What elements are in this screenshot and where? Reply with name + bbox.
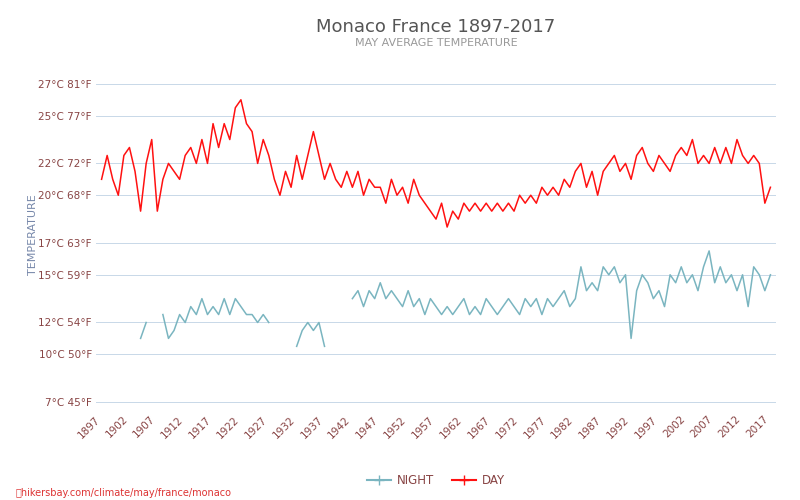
Y-axis label: TEMPERATURE: TEMPERATURE [28,194,38,276]
Title: Monaco France 1897-2017: Monaco France 1897-2017 [316,18,556,36]
Text: MAY AVERAGE TEMPERATURE: MAY AVERAGE TEMPERATURE [354,38,518,48]
Legend: NIGHT, DAY: NIGHT, DAY [362,469,510,492]
Text: 📍hikersbay.com/climate/may/france/monaco: 📍hikersbay.com/climate/may/france/monaco [16,488,232,498]
